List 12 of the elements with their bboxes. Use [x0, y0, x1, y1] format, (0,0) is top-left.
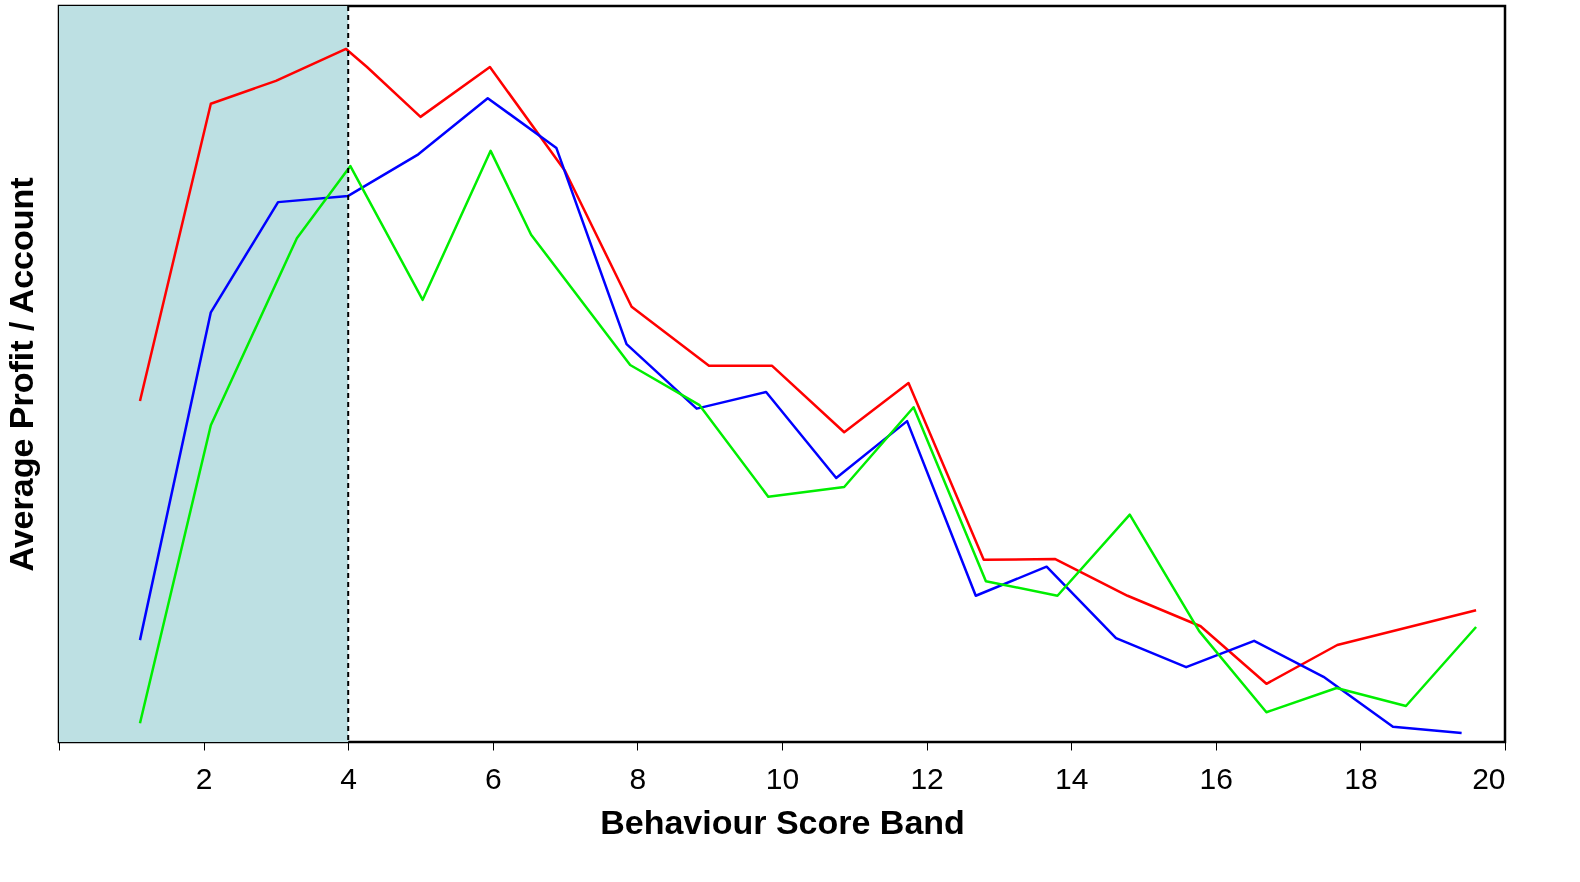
- x-tick-label: 14: [1055, 761, 1089, 795]
- x-tick-label: 18: [1344, 761, 1378, 795]
- x-tick-label: 2: [195, 761, 213, 795]
- x-tick-label: 16: [1199, 761, 1233, 795]
- x-tick-label: 6: [484, 761, 502, 795]
- y-axis-title: Average Profit / Account: [1, 177, 40, 572]
- x-axis-title: Behaviour Score Band: [600, 802, 965, 841]
- x-tick-label: 4: [340, 761, 358, 795]
- x-tick-label: 12: [910, 761, 944, 795]
- x-tick-label: 10: [765, 761, 800, 795]
- x-tick-label: 20: [1472, 761, 1506, 795]
- x-tick-label: 8: [629, 761, 647, 795]
